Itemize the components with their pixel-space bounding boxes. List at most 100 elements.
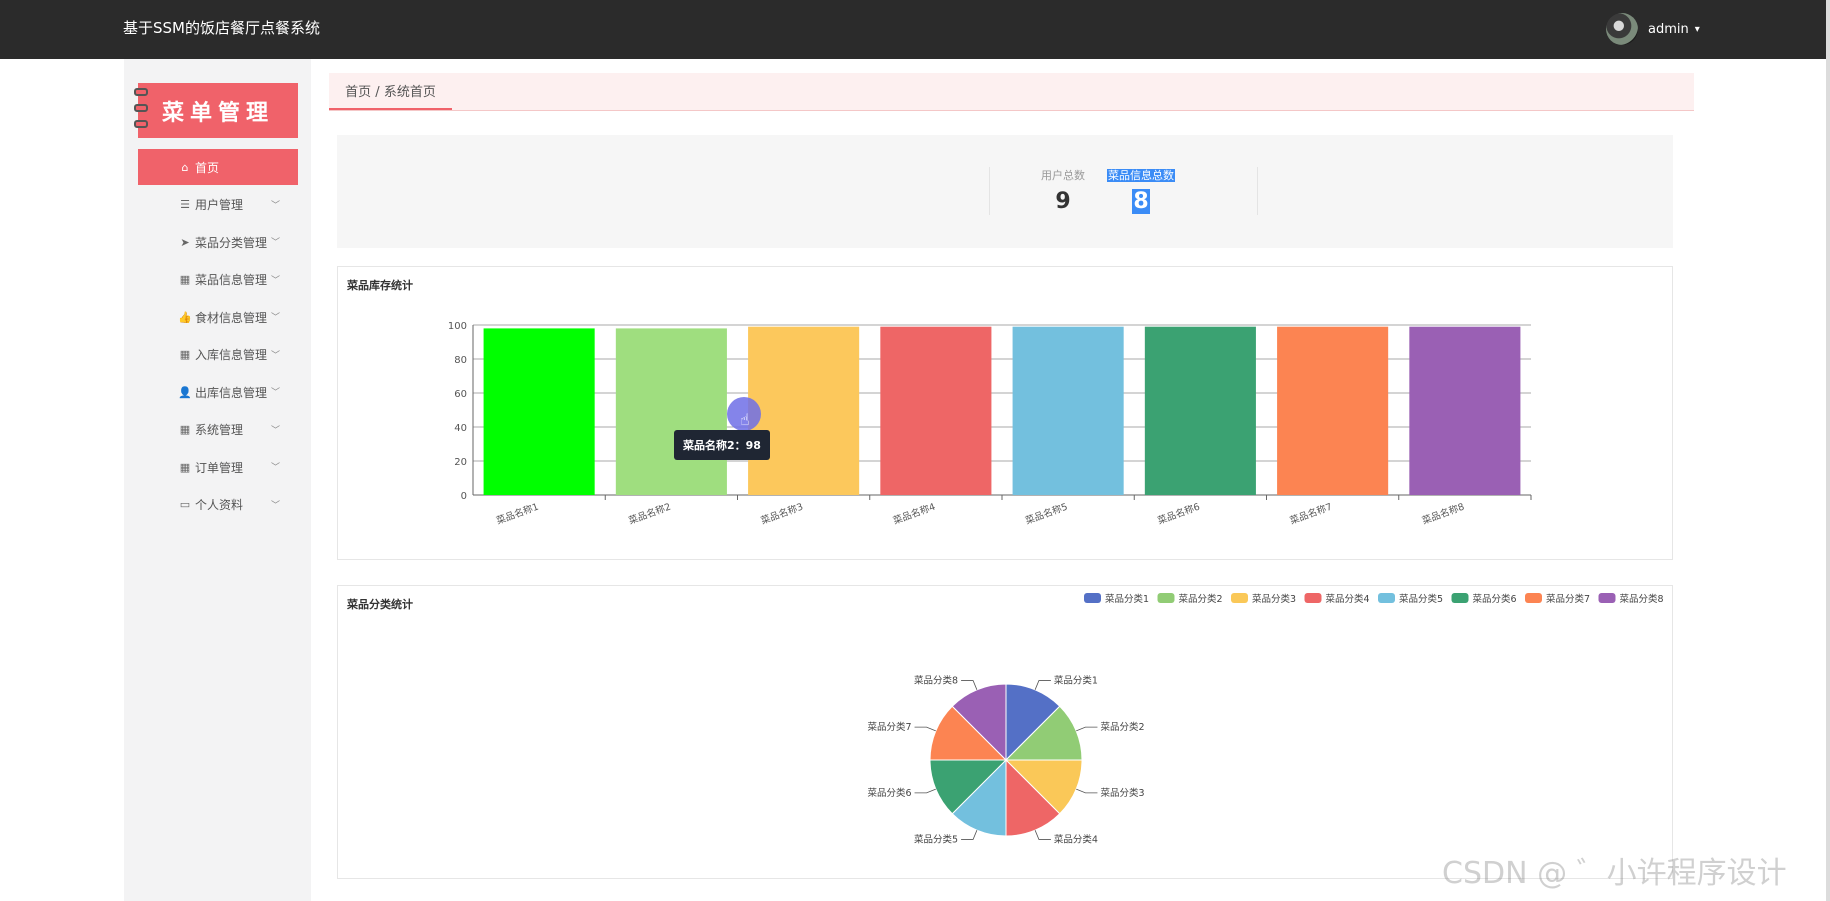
sidebar-item-8[interactable]: ▦ 系统管理 ﹀: [138, 412, 298, 448]
pie-label: 菜品分类6: [867, 787, 911, 799]
legend-item[interactable]: 菜品分类5: [1378, 593, 1443, 605]
legend-label: 菜品分类2: [1179, 593, 1223, 605]
bar-3: [748, 326, 860, 495]
sidebar-item-label: 菜品信息管理: [195, 273, 268, 287]
sidebar-item-1[interactable]: ⌂ 首页: [138, 149, 298, 185]
bar-8: [1409, 326, 1521, 495]
bar-4: [880, 326, 992, 495]
pie-slice-3: [1004, 759, 1083, 815]
x-tick-label: 菜品名称8: [1420, 501, 1465, 527]
binder-ring-icon: [134, 120, 148, 128]
pie-slice-6: [929, 759, 1008, 815]
binder-ring-icon: [134, 88, 148, 96]
legend-item[interactable]: 菜品分类8: [1598, 593, 1664, 605]
chevron-down-icon[interactable]: ﹀: [271, 500, 281, 511]
legend-item[interactable]: 菜品分类6: [1451, 593, 1517, 605]
legend-swatch: [1451, 593, 1469, 603]
pie-slice-2: [1004, 705, 1083, 761]
pie-label: 菜品分类8: [914, 675, 958, 687]
y-tick-label: 0: [461, 491, 467, 502]
pie-label: 菜品分类2: [1100, 721, 1144, 733]
legend-item[interactable]: 菜品分类7: [1525, 593, 1590, 605]
user-menu[interactable]: admin ▾: [1606, 13, 1700, 45]
y-tick-label: 100: [448, 321, 467, 332]
stat-label: 用户总数: [993, 167, 1133, 183]
chevron-down-icon[interactable]: ﹀: [271, 350, 281, 361]
grid-icon: ▦: [179, 348, 191, 361]
bar-6: [1144, 326, 1256, 495]
legend-label: 菜品分类7: [1546, 593, 1590, 605]
chevron-down-icon[interactable]: ﹀: [271, 388, 281, 398]
stat-value: 9: [993, 189, 1133, 214]
legend-label: 菜品分类1: [1105, 593, 1149, 605]
sidebar-item-7[interactable]: 👤 出库信息管理 ﹀: [138, 374, 298, 410]
sidebar-item-label: 出库信息管理: [195, 385, 268, 400]
chevron-down-icon[interactable]: ﹀: [271, 425, 281, 436]
binder-ring-icon: [134, 104, 148, 112]
legend-item[interactable]: 菜品分类3: [1231, 593, 1296, 605]
legend-label: 菜品分类4: [1326, 593, 1370, 605]
sidebar-item-6[interactable]: ▦ 入库信息管理 ﹀: [138, 337, 298, 373]
pie-label: 菜品分类1: [1054, 675, 1098, 687]
bar-5: [1012, 326, 1124, 495]
stat-value-text: 9: [1055, 189, 1071, 214]
y-tick-label: 40: [454, 423, 467, 434]
chevron-down-icon[interactable]: ﹀: [271, 200, 281, 211]
chevron-down-icon[interactable]: ﹀: [271, 275, 281, 286]
pie-label: 菜品分类3: [1100, 787, 1144, 799]
bar-1: [483, 328, 595, 495]
user-name[interactable]: admin: [1648, 21, 1689, 37]
legend-label: 菜品分类8: [1620, 593, 1664, 605]
home-icon: ⌂: [181, 160, 189, 174]
avatar[interactable]: [1606, 13, 1638, 45]
category-pie-chart[interactable]: 菜品分类1 菜品分类2 菜品分类3 菜品分类4 菜品分类5 菜品分类6 菜品分类7 菜品分类8…: [338, 586, 1672, 878]
legend-item[interactable]: 菜品分类1: [1084, 593, 1149, 605]
user-icon: 👤: [178, 385, 192, 399]
caret-down-icon[interactable]: ▾: [1694, 23, 1700, 35]
pie-slice-8: [951, 683, 1007, 762]
pie-slice-7: [929, 705, 1008, 761]
breadcrumb[interactable]: 首页 / 系统首页: [329, 73, 452, 110]
stat-user-total: 用户总数 9: [993, 167, 1133, 214]
pie-label-line: [1034, 680, 1051, 690]
category-chart-card: 菜品分类统计 菜品分类1 菜品分类2 菜品分类3 菜品分类4 菜品分类5 菜品分类6 菜品分…: [337, 585, 1673, 879]
pie-slice-1: [1005, 683, 1061, 762]
sidebar-item-label: 食材信息管理: [195, 310, 268, 325]
y-tick-label: 20: [454, 457, 467, 468]
breadcrumb-bar: 首页 / 系统首页: [329, 73, 1694, 111]
x-tick-label: 菜品名称1: [495, 501, 540, 527]
sidebar-item-10[interactable]: ▭ 个人资料 ﹀: [138, 487, 298, 523]
bar-7: [1277, 326, 1389, 495]
stat-label: 菜品信息总数: [1071, 167, 1211, 183]
chevron-down-icon[interactable]: ﹀: [271, 463, 281, 473]
inventory-chart-card: 菜品库存统计 0 20 40 60 80 100 菜品名称1 菜品名称2 菜品名称3 菜品名称4 菜…: [337, 266, 1673, 560]
pie-label: 菜品分类4: [1054, 833, 1098, 845]
legend-swatch: [1378, 593, 1395, 603]
watermark: CSDN @ ゛小许程序设计: [1442, 856, 1787, 891]
chevron-down-icon[interactable]: ﹀: [271, 313, 281, 323]
pie-label: 菜品分类7: [867, 721, 911, 733]
scrollbar[interactable]: [1826, 0, 1830, 901]
grid-icon: ▦: [179, 460, 191, 474]
pie-label: 菜品分类5: [914, 833, 958, 845]
id-card-icon: ▭: [179, 498, 191, 511]
legend-item[interactable]: 菜品分类2: [1157, 593, 1223, 605]
legend-label: 菜品分类5: [1399, 593, 1443, 605]
sidebar-item-9[interactable]: ▦ 订单管理 ﹀: [138, 449, 298, 485]
x-tick-label: 菜品名称6: [1156, 501, 1201, 527]
chevron-down-icon[interactable]: ﹀: [271, 238, 281, 248]
sidebar-item-3[interactable]: ➤ 菜品分类管理 ﹀: [138, 224, 298, 260]
chart-tooltip: 菜品名称2：98: [674, 430, 770, 460]
sidebar-item-label: 用户管理: [195, 198, 244, 212]
legend-item[interactable]: 菜品分类4: [1304, 593, 1370, 605]
legend-label: 菜品分类3: [1252, 593, 1296, 605]
inventory-bar-chart[interactable]: 0 20 40 60 80 100 菜品名称1 菜品名称2 菜品名称3 菜品名称4 菜品名称5 菜品名…: [338, 267, 1672, 559]
sidebar-item-label: 首页: [195, 160, 220, 175]
sidebar-item-4[interactable]: ▦ 菜品信息管理 ﹀: [138, 262, 298, 298]
pie-slice-5: [951, 758, 1007, 837]
sidebar-item-5[interactable]: 👍 食材信息管理 ﹀: [138, 299, 298, 335]
sidebar-item-label: 订单管理: [195, 460, 244, 475]
sidebar-item-2[interactable]: ☰ 用户管理 ﹀: [138, 187, 298, 223]
stats-panel: 用户总数 9 菜品信息总数 8: [337, 135, 1673, 248]
stat-label-text: 菜品信息总数: [1107, 169, 1175, 182]
